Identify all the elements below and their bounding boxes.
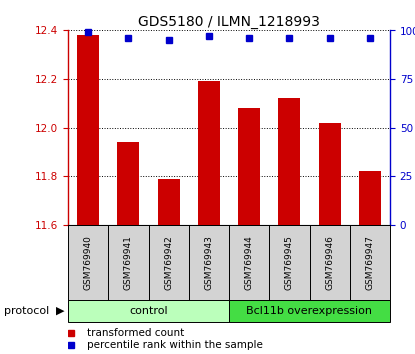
Bar [158,179,180,225]
Text: protocol: protocol [4,306,49,316]
Bar [269,225,310,300]
Title: GDS5180 / ILMN_1218993: GDS5180 / ILMN_1218993 [138,15,320,29]
Bar [350,225,390,300]
Bar [149,225,189,300]
Text: GSM769941: GSM769941 [124,235,133,290]
Text: ▶: ▶ [56,306,64,316]
Bar [229,300,390,322]
Text: control: control [129,306,168,316]
Text: GSM769945: GSM769945 [285,235,294,290]
Bar [68,225,108,300]
Text: GSM769944: GSM769944 [244,235,254,290]
Text: GSM769940: GSM769940 [84,235,93,290]
Bar [68,300,229,322]
Bar [278,98,300,225]
Bar [319,122,341,225]
Text: GSM769943: GSM769943 [204,235,213,290]
Bar [238,108,260,225]
Text: Bcl11b overexpression: Bcl11b overexpression [247,306,373,316]
Bar [229,225,269,300]
Bar [198,81,220,225]
Text: percentile rank within the sample: percentile rank within the sample [87,340,263,350]
Bar [359,171,381,225]
Text: GSM769947: GSM769947 [365,235,374,290]
Bar [117,142,139,225]
Text: GSM769942: GSM769942 [164,235,173,290]
Bar [108,225,149,300]
Text: transformed count: transformed count [87,328,185,338]
Bar [77,35,99,225]
Bar [310,225,350,300]
Text: GSM769946: GSM769946 [325,235,334,290]
Bar [189,225,229,300]
